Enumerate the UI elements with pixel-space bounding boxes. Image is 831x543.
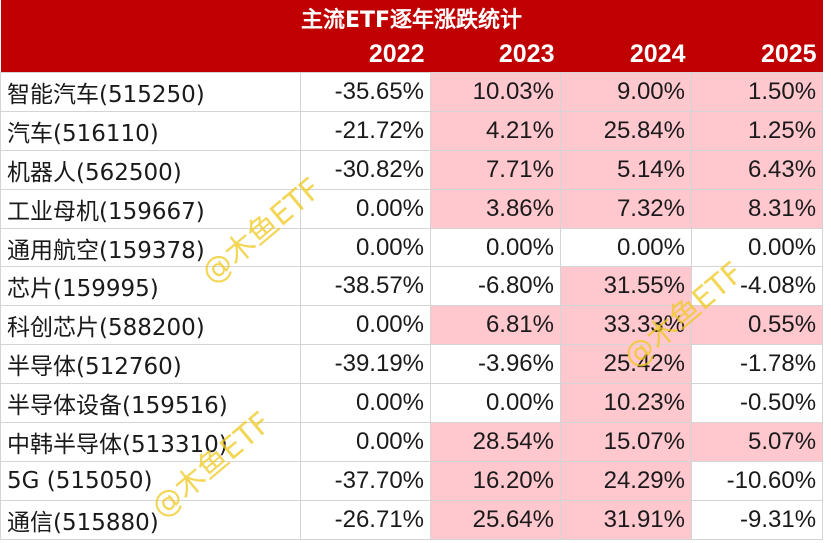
table-row: 通用航空(159378) 0.00% 0.00% 0.00% 0.00% — [0, 227, 824, 268]
etf-name-cell: 半导体设备(159516) — [0, 383, 301, 424]
return-cell-2022: 0.00% — [300, 227, 431, 268]
return-cell-2023: 0.00% — [430, 383, 561, 424]
return-cell-2023: 10.03% — [430, 72, 561, 112]
return-cell-2023: -3.96% — [430, 344, 561, 385]
return-cell-2022: -38.57% — [300, 266, 431, 307]
year-header-2024: 2024 — [560, 36, 692, 73]
return-cell-2022: -26.71% — [300, 499, 431, 540]
return-cell-2025: -10.60% — [690, 460, 824, 501]
return-cell-2023: 3.86% — [430, 188, 561, 229]
return-cell-2025: -9.31% — [690, 499, 824, 540]
year-header-2025: 2025 — [691, 36, 823, 73]
etf-name-cell: 通用航空(159378) — [0, 227, 301, 268]
table-row: 科创芯片(588200) 0.00% 6.81% 33.33% 0.55% — [0, 305, 824, 346]
etf-name-cell: 工业母机(159667) — [0, 188, 301, 229]
return-cell-2023: 25.64% — [430, 499, 561, 540]
return-cell-2024: 31.91% — [560, 499, 692, 540]
return-cell-2025: 1.50% — [690, 72, 824, 112]
etf-name-cell: 智能汽车(515250) — [0, 72, 301, 112]
return-cell-2024: 25.42% — [560, 344, 692, 385]
return-cell-2022: -37.70% — [300, 460, 431, 501]
etf-name-cell: 5G (515050) — [0, 460, 301, 501]
return-cell-2023: 28.54% — [430, 422, 561, 462]
return-cell-2024: 33.33% — [560, 305, 692, 346]
return-cell-2025: 0.55% — [690, 305, 824, 346]
return-cell-2024: 25.84% — [560, 110, 692, 151]
table-row: 芯片(159995) -38.57% -6.80% 31.55% -4.08% — [0, 266, 824, 307]
return-cell-2023: 7.71% — [430, 149, 561, 190]
year-header-2022: 2022 — [300, 36, 431, 73]
return-cell-2022: -21.72% — [300, 110, 431, 151]
return-cell-2024: 31.55% — [560, 266, 692, 307]
return-cell-2025: -1.78% — [690, 344, 824, 385]
etf-name-cell: 科创芯片(588200) — [0, 305, 301, 346]
return-cell-2022: -30.82% — [300, 149, 431, 190]
return-cell-2025: -0.50% — [690, 383, 824, 424]
return-cell-2022: -35.65% — [300, 72, 431, 112]
return-cell-2023: 4.21% — [430, 110, 561, 151]
table-row: 5G (515050) -37.70% 16.20% 24.29% -10.60% — [0, 460, 824, 501]
title-row: 主流ETF逐年涨跌统计 — [0, 0, 823, 36]
table-row: 半导体(512760) -39.19% -3.96% 25.42% -1.78% — [0, 344, 824, 385]
table-row: 机器人(562500) -30.82% 7.71% 5.14% 6.43% — [0, 149, 824, 190]
table-title: 主流ETF逐年涨跌统计 — [0, 0, 823, 36]
return-cell-2025: -4.08% — [690, 266, 824, 307]
etf-name-cell: 通信(515880) — [0, 499, 301, 540]
year-header-2023: 2023 — [430, 36, 561, 73]
return-cell-2022: 0.00% — [300, 305, 431, 346]
table-row: 通信(515880) -26.71% 25.64% 31.91% -9.31% — [0, 499, 824, 540]
corner-cell — [0, 36, 301, 73]
table-row: 半导体设备(159516) 0.00% 0.00% 10.23% -0.50% — [0, 383, 824, 424]
return-cell-2024: 9.00% — [560, 72, 692, 112]
return-cell-2024: 15.07% — [560, 422, 692, 462]
year-header-row: 2022 2023 2024 2025 — [0, 36, 823, 73]
return-cell-2025: 5.07% — [690, 422, 824, 462]
etf-name-cell: 芯片(159995) — [0, 266, 301, 307]
return-cell-2024: 10.23% — [560, 383, 692, 424]
table-row: 中韩半导体(513310) 0.00% 28.54% 15.07% 5.07% — [0, 422, 824, 462]
table-row: 智能汽车(515250) -35.65% 10.03% 9.00% 1.50% — [0, 72, 824, 112]
return-cell-2023: 6.81% — [430, 305, 561, 346]
return-cell-2024: 24.29% — [560, 460, 692, 501]
return-cell-2022: 0.00% — [300, 383, 431, 424]
return-cell-2024: 5.14% — [560, 149, 692, 190]
return-cell-2025: 0.00% — [690, 227, 824, 268]
return-cell-2022: 0.00% — [300, 188, 431, 229]
return-cell-2022: -39.19% — [300, 344, 431, 385]
return-cell-2025: 6.43% — [690, 149, 824, 190]
return-cell-2024: 0.00% — [560, 227, 692, 268]
etf-name-cell: 中韩半导体(513310) — [0, 422, 301, 462]
return-cell-2025: 8.31% — [690, 188, 824, 229]
return-cell-2022: 0.00% — [300, 422, 431, 462]
return-cell-2024: 7.32% — [560, 188, 692, 229]
etf-name-cell: 机器人(562500) — [0, 149, 301, 190]
return-cell-2023: -6.80% — [430, 266, 561, 307]
return-cell-2025: 1.25% — [690, 110, 824, 151]
etf-name-cell: 汽车(516110) — [0, 110, 301, 151]
table-row: 工业母机(159667) 0.00% 3.86% 7.32% 8.31% — [0, 188, 824, 229]
table-row: 汽车(516110) -21.72% 4.21% 25.84% 1.25% — [0, 110, 824, 151]
etf-name-cell: 半导体(512760) — [0, 344, 301, 385]
return-cell-2023: 16.20% — [430, 460, 561, 501]
return-cell-2023: 0.00% — [430, 227, 561, 268]
